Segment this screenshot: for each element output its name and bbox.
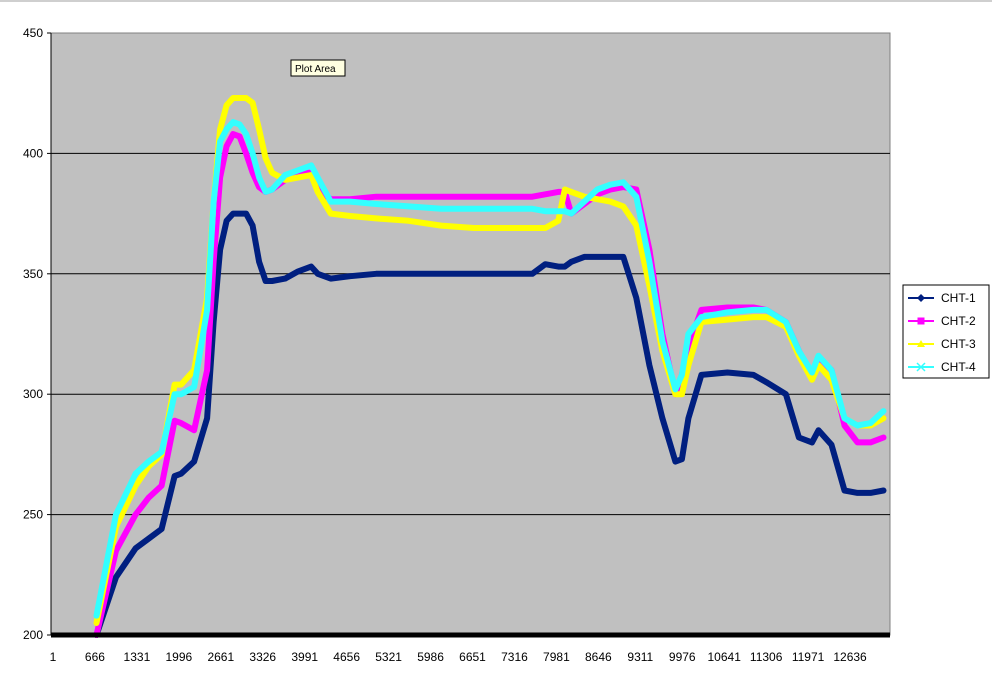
x-tick-label: 5986 — [417, 650, 444, 664]
x-tick-label: 10641 — [708, 650, 742, 664]
x-tick-label: 12636 — [833, 650, 867, 664]
y-tick-label: 350 — [23, 267, 43, 281]
x-tick-label: 1 — [50, 650, 57, 664]
x-tick-label: 3991 — [291, 650, 318, 664]
y-tick-label: 200 — [23, 628, 43, 642]
x-tick-label: 1331 — [124, 650, 151, 664]
legend-label: CHT-2 — [941, 314, 976, 328]
x-tick-label: 7316 — [501, 650, 528, 664]
x-tick-label: 11306 — [750, 650, 783, 664]
x-tick-label: 9976 — [669, 650, 696, 664]
legend-marker-diamond-icon — [917, 294, 925, 302]
x-tick-label: 11971 — [792, 650, 825, 664]
legend-label: CHT-1 — [941, 291, 976, 305]
x-tick-label: 9311 — [627, 650, 653, 664]
x-tick-label: 6651 — [459, 650, 486, 664]
legend-label: CHT-4 — [941, 360, 976, 374]
y-axis-ticks: 200 250 300 350 400 450 — [23, 26, 51, 642]
x-tick-label: 1996 — [165, 650, 192, 664]
series-line-cht-1[interactable] — [93, 210, 887, 638]
legend-marker-triangle-icon — [917, 340, 925, 347]
x-tick-label: 7981 — [543, 650, 570, 664]
y-tick-label: 250 — [23, 508, 43, 522]
y-tick-label: 300 — [23, 387, 43, 401]
legend-marker-square-icon — [917, 317, 925, 325]
legend-label: CHT-3 — [941, 337, 976, 351]
x-tick-label: 3326 — [249, 650, 276, 664]
x-tick-label: 666 — [85, 650, 105, 664]
plot-area-tooltip: Plot Area — [290, 59, 346, 77]
x-tick-label: 4656 — [333, 650, 360, 664]
x-tick-label: 2661 — [207, 650, 234, 664]
gridlines — [51, 152, 890, 516]
x-tick-label: 5321 — [375, 650, 402, 664]
x-axis-ticks: 1 666 1331 1996 2661 3326 3991 4656 5321 5986 6651… — [50, 650, 867, 664]
y-tick-label: 400 — [23, 146, 43, 160]
legend-marker-x-icon — [916, 362, 926, 372]
y-tick-label: 450 — [23, 26, 43, 40]
x-tick-label: 8646 — [585, 650, 612, 664]
series-line-cht-4[interactable] — [93, 119, 887, 619]
top-border — [0, 0, 992, 2]
series-layer — [93, 95, 887, 638]
tooltip-label: Plot Area — [295, 64, 336, 75]
plot-area[interactable] — [50, 32, 891, 636]
legend[interactable]: CHT-1 CHT-2 CHT-3 CHT-4 — [902, 284, 990, 379]
